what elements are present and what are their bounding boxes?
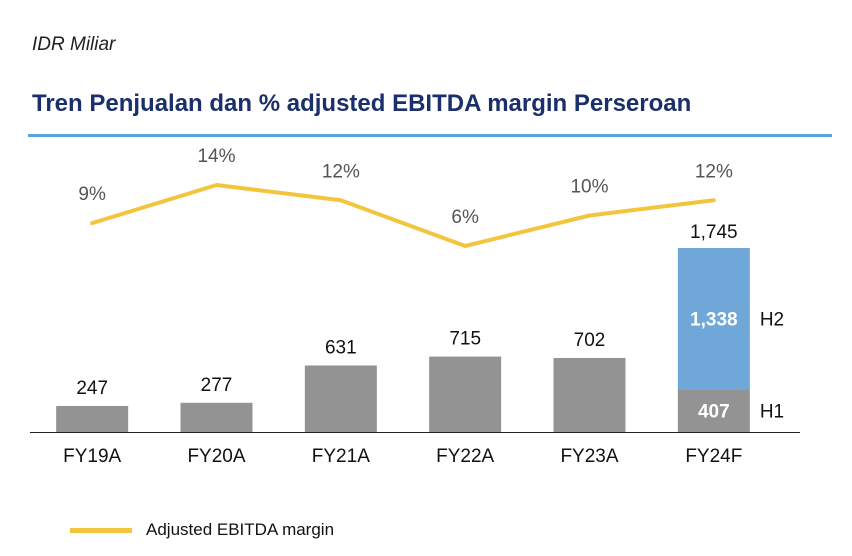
bar-fy23a [553, 357, 626, 432]
bar-fy19a [56, 405, 129, 432]
margin-point-fy20a [215, 183, 218, 187]
segment-label-h2: H2 [760, 310, 784, 331]
bar-fy22a [429, 356, 502, 432]
chart-title: Tren Penjualan dan % adjusted EBITDA mar… [32, 90, 692, 117]
legend-line-swatch [70, 527, 132, 533]
bar-fy24f-h1 [677, 389, 750, 432]
x-tick-fy20a: FY20A [187, 446, 245, 467]
legend-label: Adjusted EBITDA margin [146, 520, 335, 539]
x-tick-fy19a: FY19A [63, 446, 121, 467]
bar-value-h2: 1,338 [690, 310, 738, 331]
bar-value-h1: 407 [698, 402, 730, 423]
margin-line [90, 183, 716, 248]
x-tick-fy21a: FY21A [312, 446, 370, 467]
x-tick-fy22a: FY22A [436, 446, 494, 467]
legend: Adjusted EBITDA margin [70, 518, 334, 542]
margin-point-fy21a [339, 198, 343, 202]
margin-point-fy22a [463, 244, 467, 248]
margin-label-fy23a: 10% [570, 177, 608, 198]
margin-label-fy24f: 12% [695, 161, 733, 182]
bar-value-fy23a: 702 [574, 330, 606, 351]
margin-label-fy21a: 12% [322, 161, 360, 182]
margin-label-fy22a: 6% [451, 207, 479, 228]
x-tick-fy24f: FY24F [685, 446, 742, 467]
margin-label-fy20a: 14% [197, 146, 235, 167]
margin-point-fy19a [90, 221, 94, 225]
bar-value-fy21a: 631 [325, 337, 357, 358]
margin-point-fy23a [588, 214, 591, 217]
bar-fy21a [304, 365, 377, 432]
bar-value-fy20a: 277 [201, 375, 233, 396]
title-divider [28, 134, 832, 137]
x-tick-fy23a: FY23A [560, 446, 618, 467]
margin-label-fy19a: 9% [78, 184, 106, 205]
sales-margin-chart: 247 FY19A 277 FY20A 631 FY21A 715 FY22A 702 FY23A… [30, 146, 800, 467]
bar-fy24f-h2 [677, 248, 750, 390]
bar-fy20a [180, 402, 253, 432]
bar-value-fy19a: 247 [76, 378, 108, 399]
unit-label: IDR Miliar [32, 34, 116, 55]
segment-label-h1: H1 [760, 402, 784, 423]
margin-point-fy24f [712, 198, 716, 202]
bar-value-total: 1,745 [690, 222, 738, 243]
bar-value-fy22a: 715 [449, 329, 481, 350]
